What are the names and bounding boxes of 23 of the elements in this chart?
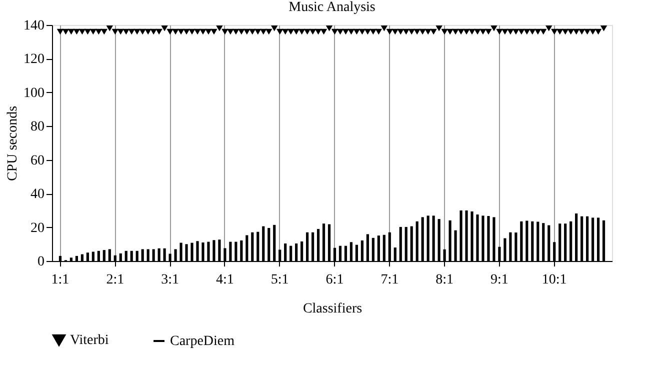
x-tick-label: 9:1	[490, 272, 508, 288]
x-tick-label: 7:1	[380, 272, 399, 288]
x-tick-label: 4:1	[216, 272, 234, 288]
y-tick-label: 40	[30, 187, 44, 202]
chart-title: Music Analysis	[288, 0, 376, 15]
x-tick-label: 3:1	[161, 272, 179, 288]
y-tick-label: 100	[24, 86, 44, 101]
y-tick-label: 80	[30, 120, 44, 135]
y-tick-label: 120	[24, 52, 44, 68]
x-tick-label: 5:1	[270, 272, 289, 288]
x-tick-label: 6:1	[326, 272, 344, 288]
y-tick-label: 0	[38, 254, 44, 270]
x-tick-label: 1:1	[51, 272, 70, 288]
legend-label: Viterbi	[70, 333, 109, 348]
legend-label: CarpeDiem	[170, 334, 235, 349]
x-tick-label: 10:1	[542, 272, 567, 288]
y-tick-label: 20	[30, 220, 44, 236]
y-tick-label: 140	[24, 18, 44, 34]
y-axis-title: CPU seconds	[6, 106, 20, 182]
x-tick-label: 8:1	[436, 272, 454, 288]
x-axis-title: Classifiers	[302, 302, 362, 316]
y-tick-label: 60	[30, 153, 44, 168]
x-tick-label: 2:1	[106, 272, 124, 288]
